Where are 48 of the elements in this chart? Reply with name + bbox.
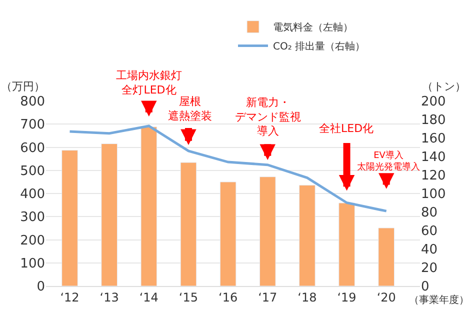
y-tick-label: 500	[20, 164, 45, 179]
bar	[62, 150, 78, 286]
x-tick-label: ‘13	[100, 290, 119, 304]
annotation: EV導入太陽光発電導入	[357, 150, 420, 173]
legend-label: CO₂ 排出量（右軸）	[273, 40, 366, 53]
bar	[180, 162, 197, 286]
x-tick-label: ‘12	[60, 290, 80, 304]
bar	[299, 184, 316, 286]
bar	[101, 144, 118, 286]
legend-label: 電気料金（左軸）	[273, 22, 353, 34]
x-tick-label: ‘20	[376, 290, 396, 304]
y2-tick-label: 160	[421, 132, 446, 147]
y2-tick-label: 140	[421, 150, 446, 166]
y2-tick-label: 0	[421, 280, 430, 295]
y-tick-label: 300	[20, 210, 45, 226]
y-tick-label: 600	[20, 140, 45, 156]
y2-tick-label: 200	[421, 94, 446, 110]
x-tick-label: ‘18	[298, 290, 317, 304]
annotation: 新電力・デマンド監視導入	[235, 96, 301, 138]
y2-tick-label: 120	[421, 168, 446, 184]
bar	[140, 126, 158, 286]
y-tick-label: 400	[20, 187, 45, 202]
x-tick-label: ‘19	[337, 290, 356, 304]
y-axis-title: （万円）	[1, 80, 45, 93]
y2-tick-label: 100	[421, 187, 446, 202]
bar	[220, 182, 236, 286]
y-tick-label: 200	[20, 233, 45, 248]
y2-tick-label: 40	[421, 242, 438, 258]
annotation: 屋根遮熱塗装	[168, 95, 212, 122]
y-tick-label: 800	[20, 94, 45, 110]
x-tick-label: ‘16	[218, 290, 238, 304]
y2-tick-label: 20	[421, 261, 438, 276]
bar	[338, 202, 355, 286]
text: 工場内水銀灯全灯LED化	[116, 69, 182, 96]
y2-axis-title: （トン）	[422, 80, 466, 93]
x-axis-title: （事業年度）	[409, 294, 469, 306]
y-tick-label: 700	[20, 118, 45, 133]
y2-tick-label: 80	[421, 206, 438, 221]
bar	[259, 176, 276, 286]
y2-tick-label: 60	[421, 224, 438, 240]
y-tick-label: 100	[20, 256, 45, 272]
x-tick-label: ‘14	[139, 290, 158, 304]
bar	[378, 228, 395, 286]
y-tick-label: 0	[36, 280, 45, 295]
x-tick-label: ‘17	[258, 290, 278, 304]
annotation: 全社LED化	[319, 122, 374, 135]
y2-tick-label: 180	[421, 113, 446, 128]
x-tick-label: ‘15	[178, 290, 198, 304]
